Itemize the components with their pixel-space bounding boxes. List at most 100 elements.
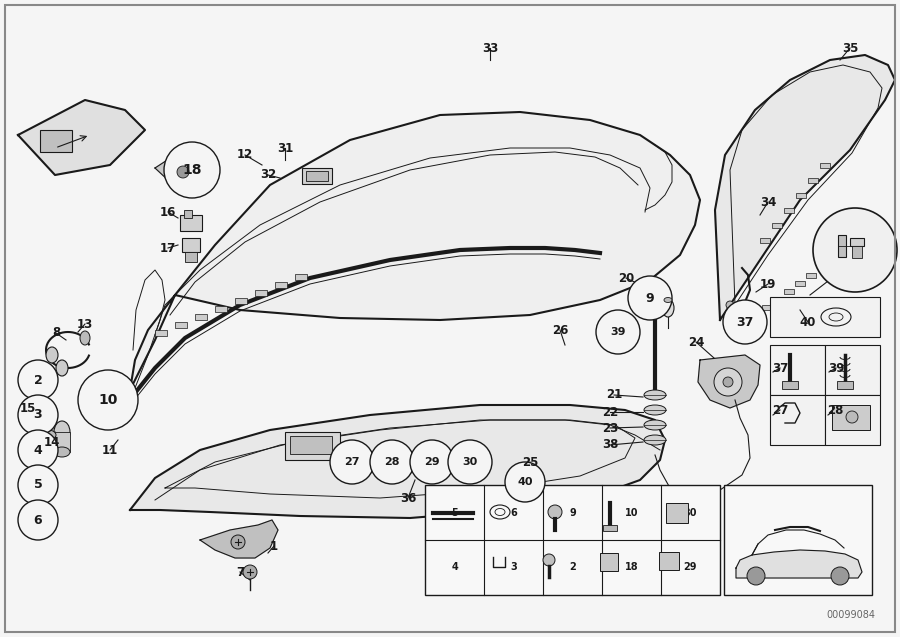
Circle shape	[370, 440, 414, 484]
Text: 2: 2	[569, 562, 576, 573]
Circle shape	[723, 377, 733, 387]
Text: 40: 40	[800, 315, 816, 329]
Bar	[762, 305, 772, 310]
Circle shape	[813, 208, 897, 292]
Bar	[838, 235, 846, 257]
Text: 27: 27	[772, 403, 788, 417]
Polygon shape	[130, 405, 665, 518]
Text: 12: 12	[237, 148, 253, 162]
Circle shape	[831, 567, 849, 585]
Text: 25: 25	[522, 455, 538, 468]
Bar	[648, 285, 662, 297]
Circle shape	[18, 360, 58, 400]
Text: 35: 35	[842, 41, 859, 55]
Circle shape	[78, 370, 138, 430]
Text: 19: 19	[760, 278, 776, 290]
Text: 18: 18	[625, 562, 638, 573]
Text: 18: 18	[182, 163, 202, 177]
Circle shape	[243, 565, 257, 579]
Bar	[215, 306, 227, 312]
Bar	[770, 395, 825, 445]
Bar	[772, 223, 782, 228]
Text: 16: 16	[160, 206, 176, 218]
Bar	[600, 553, 618, 571]
Text: 13: 13	[76, 317, 93, 331]
Bar	[155, 330, 167, 336]
Text: 20: 20	[618, 271, 634, 285]
Text: 32: 32	[260, 169, 276, 182]
Circle shape	[747, 567, 765, 585]
Bar	[235, 298, 247, 304]
Bar	[832, 405, 870, 430]
Circle shape	[18, 465, 58, 505]
Bar	[795, 281, 805, 286]
Text: 17: 17	[160, 241, 176, 255]
Text: 39: 39	[610, 327, 626, 337]
Text: 4: 4	[33, 443, 42, 457]
Bar	[850, 238, 864, 246]
Bar	[837, 381, 853, 389]
Text: 22: 22	[602, 406, 618, 419]
Bar	[425, 485, 720, 595]
Text: 37: 37	[736, 315, 753, 329]
Text: 40: 40	[518, 477, 533, 487]
Bar	[185, 252, 197, 262]
Bar	[184, 210, 192, 218]
Text: 9: 9	[569, 508, 576, 517]
Text: 9: 9	[645, 292, 654, 304]
Circle shape	[726, 301, 734, 309]
Bar	[285, 432, 340, 460]
Bar	[825, 345, 880, 395]
Bar	[808, 178, 818, 183]
Circle shape	[164, 142, 220, 198]
Bar	[825, 395, 880, 445]
Text: 36: 36	[400, 492, 416, 505]
Text: 31: 31	[277, 141, 293, 155]
Ellipse shape	[40, 430, 56, 440]
Ellipse shape	[56, 360, 68, 376]
Polygon shape	[715, 55, 895, 320]
Circle shape	[543, 554, 555, 566]
Ellipse shape	[662, 299, 674, 317]
Bar	[770, 345, 825, 395]
Text: 11: 11	[102, 443, 118, 457]
Circle shape	[596, 310, 640, 354]
Circle shape	[18, 500, 58, 540]
Text: 6: 6	[33, 513, 42, 527]
Circle shape	[846, 411, 858, 423]
Circle shape	[628, 276, 672, 320]
Circle shape	[448, 440, 492, 484]
Text: 6: 6	[510, 508, 517, 517]
Text: 34: 34	[760, 196, 776, 208]
Bar	[175, 322, 187, 328]
Text: 38: 38	[602, 438, 618, 452]
Ellipse shape	[644, 420, 666, 430]
Text: 29: 29	[684, 562, 698, 573]
Text: 28: 28	[384, 457, 400, 467]
Text: 5: 5	[33, 478, 42, 492]
Text: 7: 7	[236, 566, 244, 578]
Bar	[255, 290, 267, 296]
Text: 30: 30	[463, 457, 478, 467]
Bar	[796, 193, 806, 198]
Circle shape	[723, 300, 767, 344]
Circle shape	[548, 505, 562, 519]
Polygon shape	[200, 520, 278, 558]
Ellipse shape	[54, 421, 70, 443]
Text: 14: 14	[44, 436, 60, 448]
Bar	[180, 215, 202, 231]
Bar	[770, 297, 880, 337]
Text: 33: 33	[482, 41, 498, 55]
Text: 24: 24	[688, 336, 704, 348]
Bar	[54, 432, 70, 452]
Text: 27: 27	[344, 457, 360, 467]
Circle shape	[177, 166, 189, 178]
Text: 29: 29	[424, 457, 440, 467]
Polygon shape	[130, 112, 700, 390]
Bar	[275, 282, 287, 288]
Circle shape	[330, 440, 374, 484]
Text: 21: 21	[606, 389, 622, 401]
Ellipse shape	[664, 297, 672, 303]
Polygon shape	[18, 100, 145, 175]
Text: 26: 26	[552, 324, 568, 336]
